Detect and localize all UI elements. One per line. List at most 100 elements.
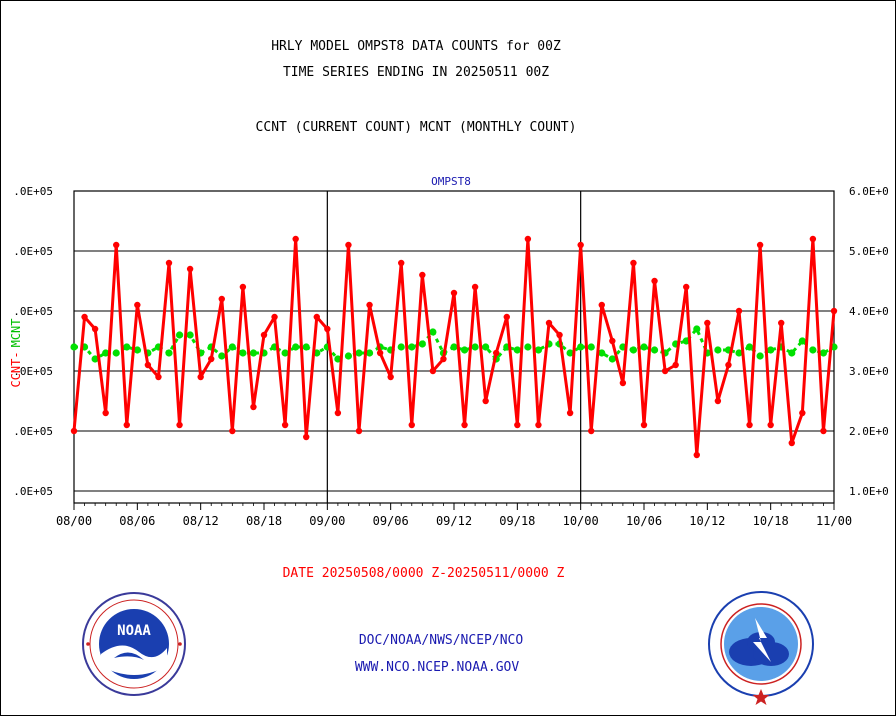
ccnt-point (429, 367, 437, 375)
ccnt-point (503, 313, 510, 321)
ccnt-point (355, 427, 363, 435)
ccnt-point (693, 451, 700, 459)
ccnt-point (324, 325, 331, 333)
org-line: DOC/NOAA/NWS/NCEP/NCO (358, 633, 524, 648)
ccnt-point (514, 421, 521, 429)
ccnt-point (756, 241, 764, 249)
mcnt-point (355, 349, 363, 357)
ccnt-point (661, 367, 669, 375)
mcnt-point (745, 343, 754, 351)
mcnt-point (798, 337, 806, 345)
mcnt-point (767, 346, 775, 354)
y-left-tick-label: .0E+05 (13, 245, 53, 258)
y-axis-label-ccnt: CCNT (9, 359, 23, 388)
mcnt-point (165, 349, 173, 357)
x-tick-label: 09/18 (499, 514, 535, 528)
mcnt-point (228, 343, 236, 351)
ccnt-point (725, 361, 732, 369)
ccnt-point (366, 301, 373, 309)
ccnt-point (281, 421, 289, 429)
ccnt-point (820, 427, 827, 435)
mcnt-point (175, 331, 184, 339)
ccnt-point (260, 331, 268, 339)
ccnt-point (123, 421, 130, 429)
y-axis-label: CCNT- MCNT (9, 318, 23, 387)
x-tick-label: 08/00 (56, 514, 92, 528)
y-right-tick-label: 5.0E+0 (849, 245, 889, 258)
ccnt-point (113, 241, 120, 249)
ccnt-point (186, 265, 194, 273)
y-right-tick-label: 2.0E+0 (849, 425, 889, 438)
ccnt-point (398, 259, 405, 267)
mcnt-point (471, 343, 479, 351)
mcnt-point (302, 343, 310, 351)
ccnt-point (704, 319, 711, 327)
ccnt-point (788, 439, 795, 447)
ccnt-point (197, 373, 204, 381)
ccnt-point (218, 295, 225, 303)
ccnt-point (81, 313, 88, 321)
x-tick-label: 10/06 (626, 514, 662, 528)
ccnt-point (683, 283, 690, 291)
mcnt-point (408, 343, 416, 351)
date-range-label: DATE 20250508/0000 Z-20250511/0000 Z (282, 566, 565, 581)
ccnt-point (176, 421, 183, 429)
mcnt-point (239, 349, 247, 357)
y-left-tick-label: .0E+05 (13, 305, 53, 318)
x-tick-label: 11/00 (816, 514, 852, 528)
mcnt-point (650, 346, 659, 354)
mcnt-point (292, 343, 300, 351)
mcnt-point (640, 343, 648, 351)
mcnt-point (397, 343, 405, 351)
ccnt-point (640, 421, 648, 429)
ccnt-point (535, 421, 542, 429)
ccnt-point (134, 301, 141, 309)
ccnt-point (809, 235, 817, 243)
x-tick-label: 08/18 (246, 514, 282, 528)
x-tick-label: 09/06 (373, 514, 409, 528)
ccnt-point (155, 373, 162, 381)
ccnt-point (588, 427, 595, 435)
mcnt-point (344, 352, 353, 360)
panel-title: OMPST8 (431, 175, 471, 188)
ccnt-point (799, 409, 806, 417)
ccnt-point (292, 235, 299, 243)
ccnt-point (651, 277, 658, 285)
ccnt-point (239, 283, 247, 291)
y-left-tick-label: .0E+05 (13, 185, 53, 198)
ccnt-point (229, 427, 236, 435)
mcnt-point (429, 328, 437, 336)
x-tick-label: 09/12 (436, 514, 472, 528)
mcnt-point (482, 343, 490, 351)
ccnt-point (482, 397, 489, 405)
mcnt-point (133, 346, 141, 354)
mcnt-point (534, 346, 543, 354)
mcnt-point (735, 349, 743, 357)
mcnt-point (819, 349, 828, 357)
y-axis-label-mcnt: MCNT (9, 318, 23, 347)
ccnt-point (630, 259, 637, 267)
ccnt-point (778, 319, 785, 327)
mcnt-point (450, 343, 458, 351)
mcnt-point (186, 331, 194, 339)
x-tick-label: 10/00 (563, 514, 599, 528)
y-left-tick-label: .0E+05 (13, 365, 53, 378)
x-tick-label: 10/12 (689, 514, 725, 528)
series-ccnt (70, 235, 838, 459)
noaa-logo-icon: NOAA (82, 592, 186, 696)
mcnt-point (598, 349, 606, 357)
mcnt-point (91, 355, 99, 363)
national-weather-service-logo-icon (708, 591, 814, 705)
mcnt-point (809, 346, 817, 354)
chart-title-line1: HRLY MODEL OMPST8 DATA COUNTS for 00Z (271, 39, 561, 54)
ccnt-point (102, 409, 109, 417)
ccnt-point (767, 421, 774, 429)
x-tick-label: 08/12 (183, 514, 219, 528)
ccnt-point (471, 283, 479, 291)
ccnt-point (619, 379, 627, 387)
mcnt-point (566, 349, 574, 357)
mcnt-point (629, 346, 638, 354)
mcnt-point (693, 325, 701, 333)
y-left-tick-label: .0E+05 (13, 485, 53, 498)
